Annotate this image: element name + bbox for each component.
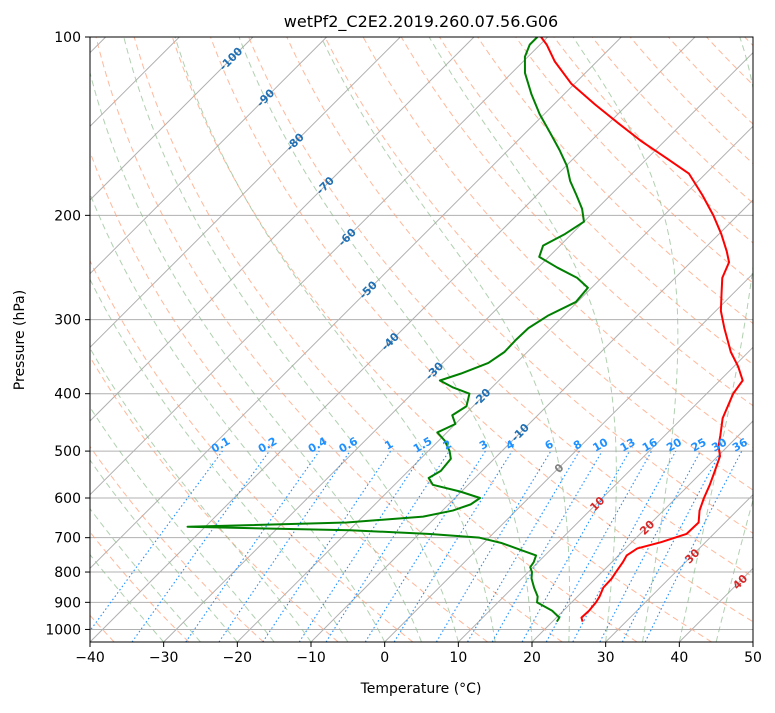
x-tick-label: 30 — [597, 650, 615, 666]
y-tick-label: 100 — [54, 30, 81, 46]
chart-title: wetPf2_C2E2.2019.260.07.56.G06 — [284, 12, 558, 32]
x-tick-label: 50 — [744, 650, 762, 666]
x-tick-label: 0 — [380, 650, 389, 666]
y-tick-label: 800 — [54, 565, 81, 581]
x-tick-label: 40 — [670, 650, 688, 666]
y-tick-label: 400 — [54, 387, 81, 403]
y-tick-label: 300 — [54, 313, 81, 329]
plot-background — [90, 37, 753, 642]
x-tick-label: −20 — [223, 650, 253, 666]
x-axis-title: Temperature (°C) — [360, 681, 482, 697]
y-tick-label: 700 — [54, 531, 81, 547]
x-tick-label: −30 — [149, 650, 179, 666]
y-tick-label: 500 — [54, 444, 81, 460]
y-tick-label: 1000 — [45, 622, 81, 638]
y-tick-label: 900 — [54, 595, 81, 611]
x-tick-label: −10 — [296, 650, 326, 666]
x-tick-label: 20 — [523, 650, 541, 666]
x-tick-label: −40 — [75, 650, 105, 666]
x-tick-label: 10 — [449, 650, 467, 666]
y-tick-label: 200 — [54, 208, 81, 224]
y-axis-title: Pressure (hPa) — [12, 290, 28, 390]
y-tick-label: 600 — [54, 491, 81, 507]
